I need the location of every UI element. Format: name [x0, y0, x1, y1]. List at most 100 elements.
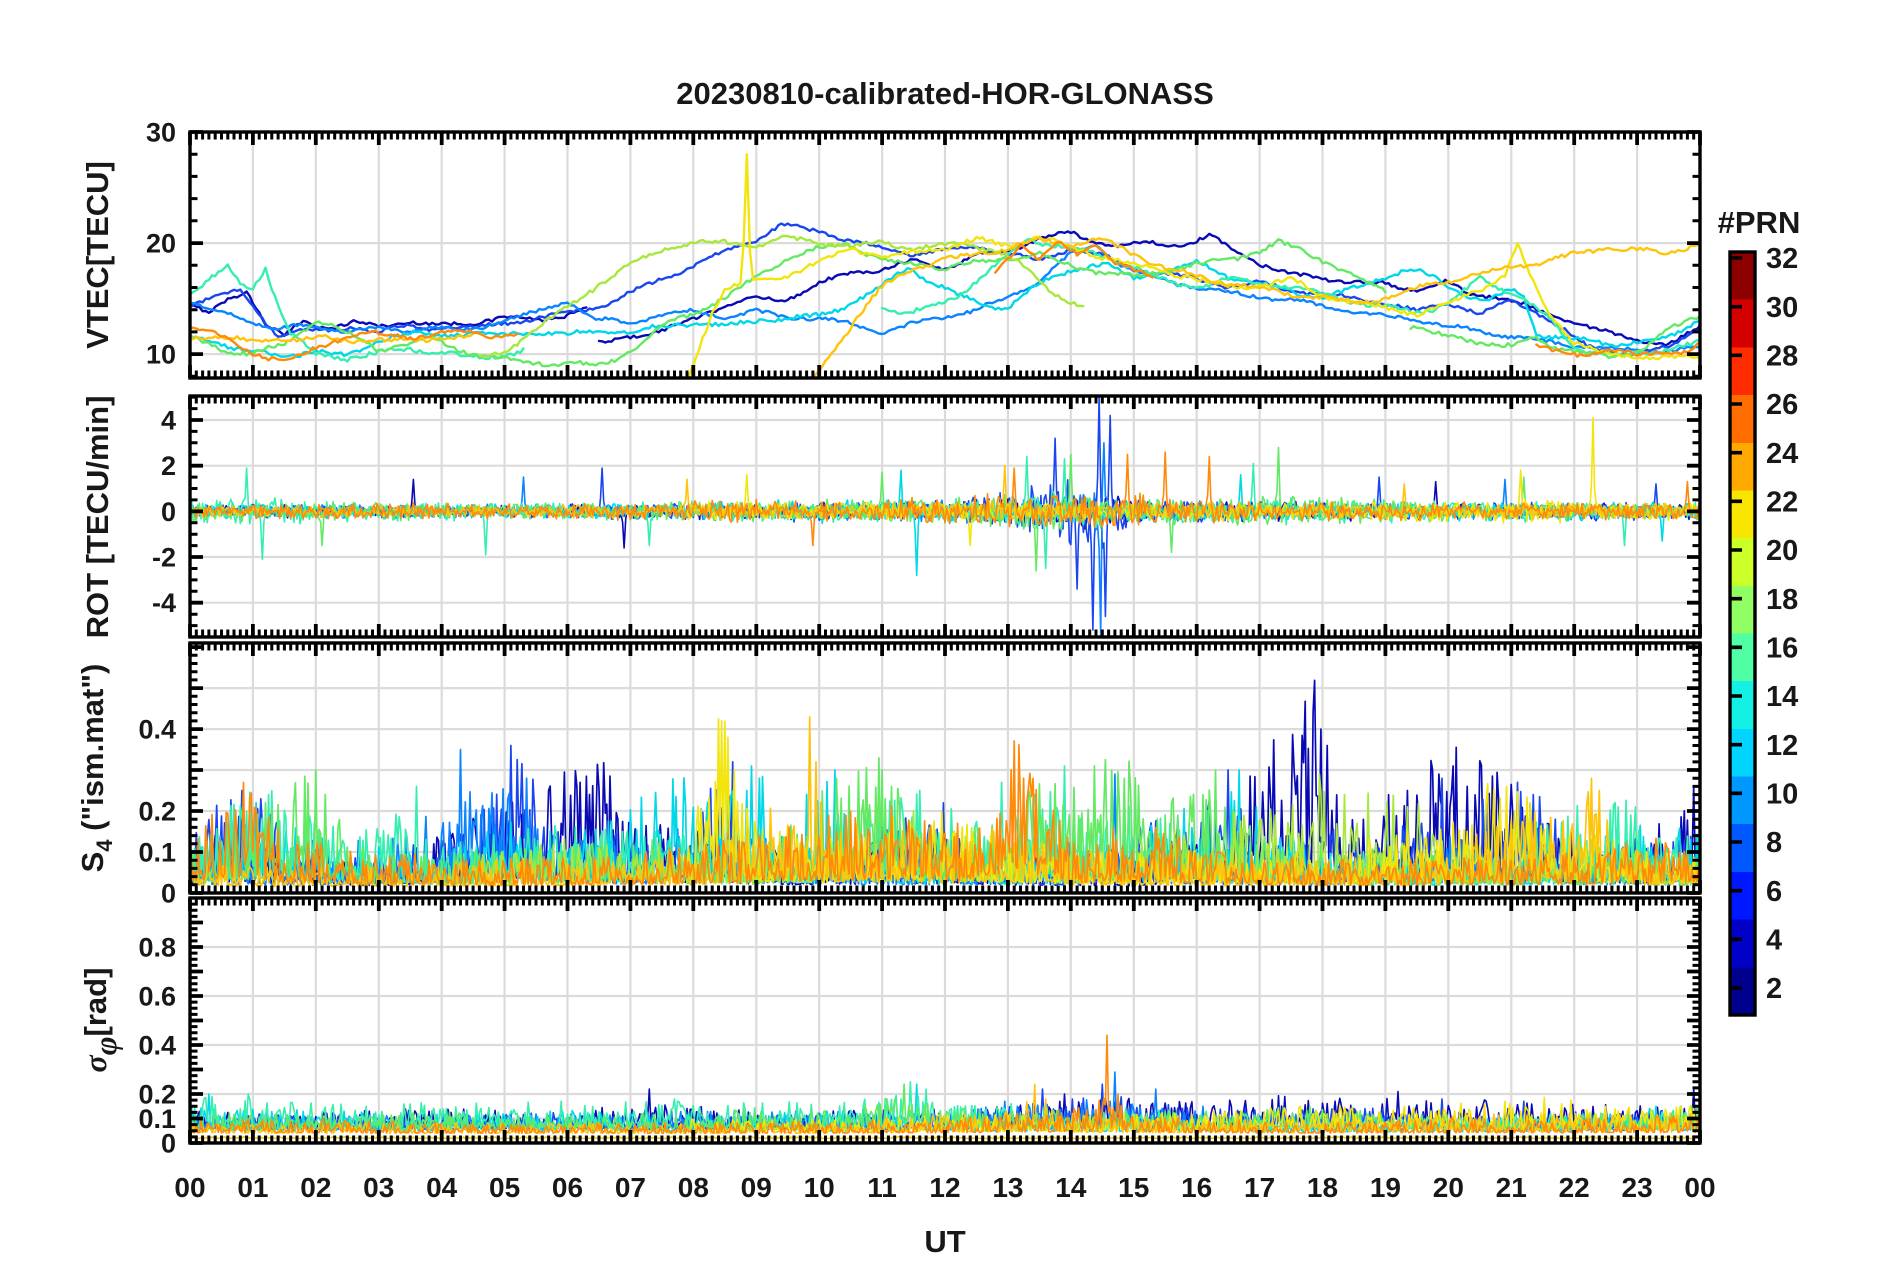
vtec-prn-20-seg0 — [686, 153, 1700, 378]
minor-ticks-rot — [190, 395, 1700, 639]
grid-sigma_phi — [190, 898, 1700, 1143]
axes-sigma_phi: 00.10.2 0.4 0.6 0.8 00 01 02 03 04 05 06 07 08 09 10 11… — [138, 896, 1716, 1203]
y-tick-label-sigma_phi: 0.6 — [138, 981, 176, 1011]
vtec-axis-label: VTEC[TECU] — [80, 161, 115, 349]
x-tick-label: 19 — [1370, 1172, 1401, 1203]
colorbar-tick-label: 2 — [1766, 973, 1782, 1005]
vtec-prn-18-seg0 — [478, 234, 1085, 359]
major-ticks-vtec — [188, 130, 1702, 378]
y-tick-label-sigma_phi: 0 — [161, 1128, 176, 1158]
colorbar-box — [1728, 250, 1757, 1017]
vtec-prn-24-seg2 — [1535, 340, 1700, 358]
x-tick-label: 09 — [741, 1172, 772, 1203]
x-tick-label: 23 — [1622, 1172, 1653, 1203]
panel-sigma_phi: 00.10.2 0.4 0.6 0.8 00 01 02 03 04 05 06 07 08 09 10 11… — [138, 896, 1716, 1203]
x-tick-label: 15 — [1118, 1172, 1149, 1203]
colorbar-tick-label: 22 — [1766, 486, 1798, 518]
y-tick-label-s4: 0 — [161, 878, 176, 908]
x-tick-label: 01 — [237, 1172, 268, 1203]
panel-vtec: 10 20 30 — [146, 117, 1702, 380]
x-tick-label: 12 — [929, 1172, 960, 1203]
rot-axis-label: ROT [TECU/min] — [80, 396, 115, 639]
vtec-prn-16-seg0 — [190, 238, 1387, 368]
x-tick-label: 22 — [1559, 1172, 1590, 1203]
y-tick-label-s4: 0.1 — [138, 837, 176, 867]
colorbar-tick-label: 10 — [1766, 778, 1798, 810]
colorbar-tick-label: 6 — [1766, 876, 1782, 908]
y-tick-label-s4: 0.4 — [138, 715, 176, 745]
y-tick-label-sigma_phi: 0.2 — [138, 1079, 176, 1109]
colorbar-tick-label: 26 — [1766, 389, 1798, 421]
y-tick-label-sigma_phi: 0.4 — [138, 1030, 176, 1060]
y-tick-label-sigma_phi: 0.8 — [138, 932, 176, 962]
x-tick-label: 00 — [1684, 1172, 1715, 1203]
axes-vtec: 10 20 30 — [146, 117, 1702, 380]
x-tick-label: 08 — [678, 1172, 709, 1203]
x-tick-label: 13 — [992, 1172, 1023, 1203]
colorbar-tick-label: 14 — [1766, 681, 1798, 713]
y-tick-label-vtec: 10 — [146, 340, 176, 370]
x-axis-label: UT — [924, 1224, 965, 1259]
colorbar-gradient — [1730, 252, 1755, 1015]
y-tick-label-vtec: 30 — [146, 117, 176, 147]
x-tick-label: 18 — [1307, 1172, 1338, 1203]
x-tick-label: 04 — [426, 1172, 458, 1203]
x-tick-label: 10 — [804, 1172, 835, 1203]
y-tick-label-rot: -2 — [152, 542, 176, 572]
x-tick-label: 00 — [174, 1172, 205, 1203]
colorbar-tick-label: 8 — [1766, 827, 1782, 859]
colorbar-title: #PRN — [1718, 205, 1801, 240]
colorbar-tick-label: 32 — [1766, 243, 1798, 275]
colorbar-tick-label: 24 — [1766, 438, 1798, 470]
vtec-prn-8-seg0 — [190, 244, 1700, 355]
axes-s4: 0 0.1 0.2 0.4 — [138, 641, 1702, 908]
y-tick-label-vtec: 20 — [146, 229, 176, 259]
panel-rot: -4 -2 0 2 4 — [152, 394, 1702, 639]
minor-ticks-sigma_phi — [190, 896, 1700, 1143]
major-ticks-sigma_phi — [188, 898, 1702, 1145]
series-rot — [190, 396, 1700, 636]
y-tick-label-rot: 4 — [161, 405, 176, 435]
x-tick-label: 03 — [363, 1172, 394, 1203]
x-tick-label: 02 — [300, 1172, 331, 1203]
y-tick-label-rot: 2 — [161, 451, 176, 481]
x-tick-label: 07 — [615, 1172, 646, 1203]
colorbar-tick-label: 20 — [1766, 535, 1798, 567]
x-tick-label: 16 — [1181, 1172, 1212, 1203]
x-tick-label: 17 — [1244, 1172, 1275, 1203]
s4-axis-label: S4 ("ism.mat") — [75, 664, 117, 873]
x-tick-label: 20 — [1433, 1172, 1464, 1203]
vtec-prn-16-seg1 — [1409, 314, 1700, 359]
sigma-phi-axis-label: σφ[rad] — [77, 968, 123, 1073]
rot-prn-24 — [190, 451, 1700, 547]
colorbar-tick-label: 16 — [1766, 632, 1798, 664]
x-tick-label: 06 — [552, 1172, 583, 1203]
y-tick-label-rot: -4 — [152, 588, 176, 618]
colorbar-tick-label: 12 — [1766, 730, 1798, 762]
vtec-prn-24-seg0 — [190, 326, 519, 362]
grid-s4 — [190, 643, 1700, 893]
colorbar-tick-label: 4 — [1766, 924, 1782, 956]
figure-title: 20230810-calibrated-HOR-GLONASS — [676, 76, 1214, 111]
axes-rot: -4 -2 0 2 4 — [152, 394, 1702, 639]
vtec-prn-22-seg0 — [190, 332, 475, 345]
x-tick-label: 14 — [1055, 1172, 1087, 1203]
vtec-prn-24-seg1 — [994, 240, 1154, 279]
series-vtec — [190, 153, 1700, 378]
vtec-prn-12-seg0 — [190, 258, 1700, 359]
colorbar-tick-label: 28 — [1766, 340, 1798, 372]
y-tick-label-s4: 0.2 — [138, 796, 176, 826]
rot-prn-20 — [686, 416, 1700, 547]
y-tick-label-rot: 0 — [161, 497, 176, 527]
major-ticks-rot — [188, 396, 1702, 637]
x-tick-label: 21 — [1496, 1172, 1527, 1203]
generated-plot-layers: 102030-4-202400.10.20.400.10.20.40.60.80… — [138, 117, 1798, 1203]
colorbar-tick-label: 30 — [1766, 292, 1798, 324]
colorbar-tick-label: 18 — [1766, 584, 1798, 616]
panel-s4: 0 0.1 0.2 0.4 — [138, 641, 1702, 908]
colorbar-ticks — [1730, 256, 1742, 990]
x-tick-label: 05 — [489, 1172, 520, 1203]
